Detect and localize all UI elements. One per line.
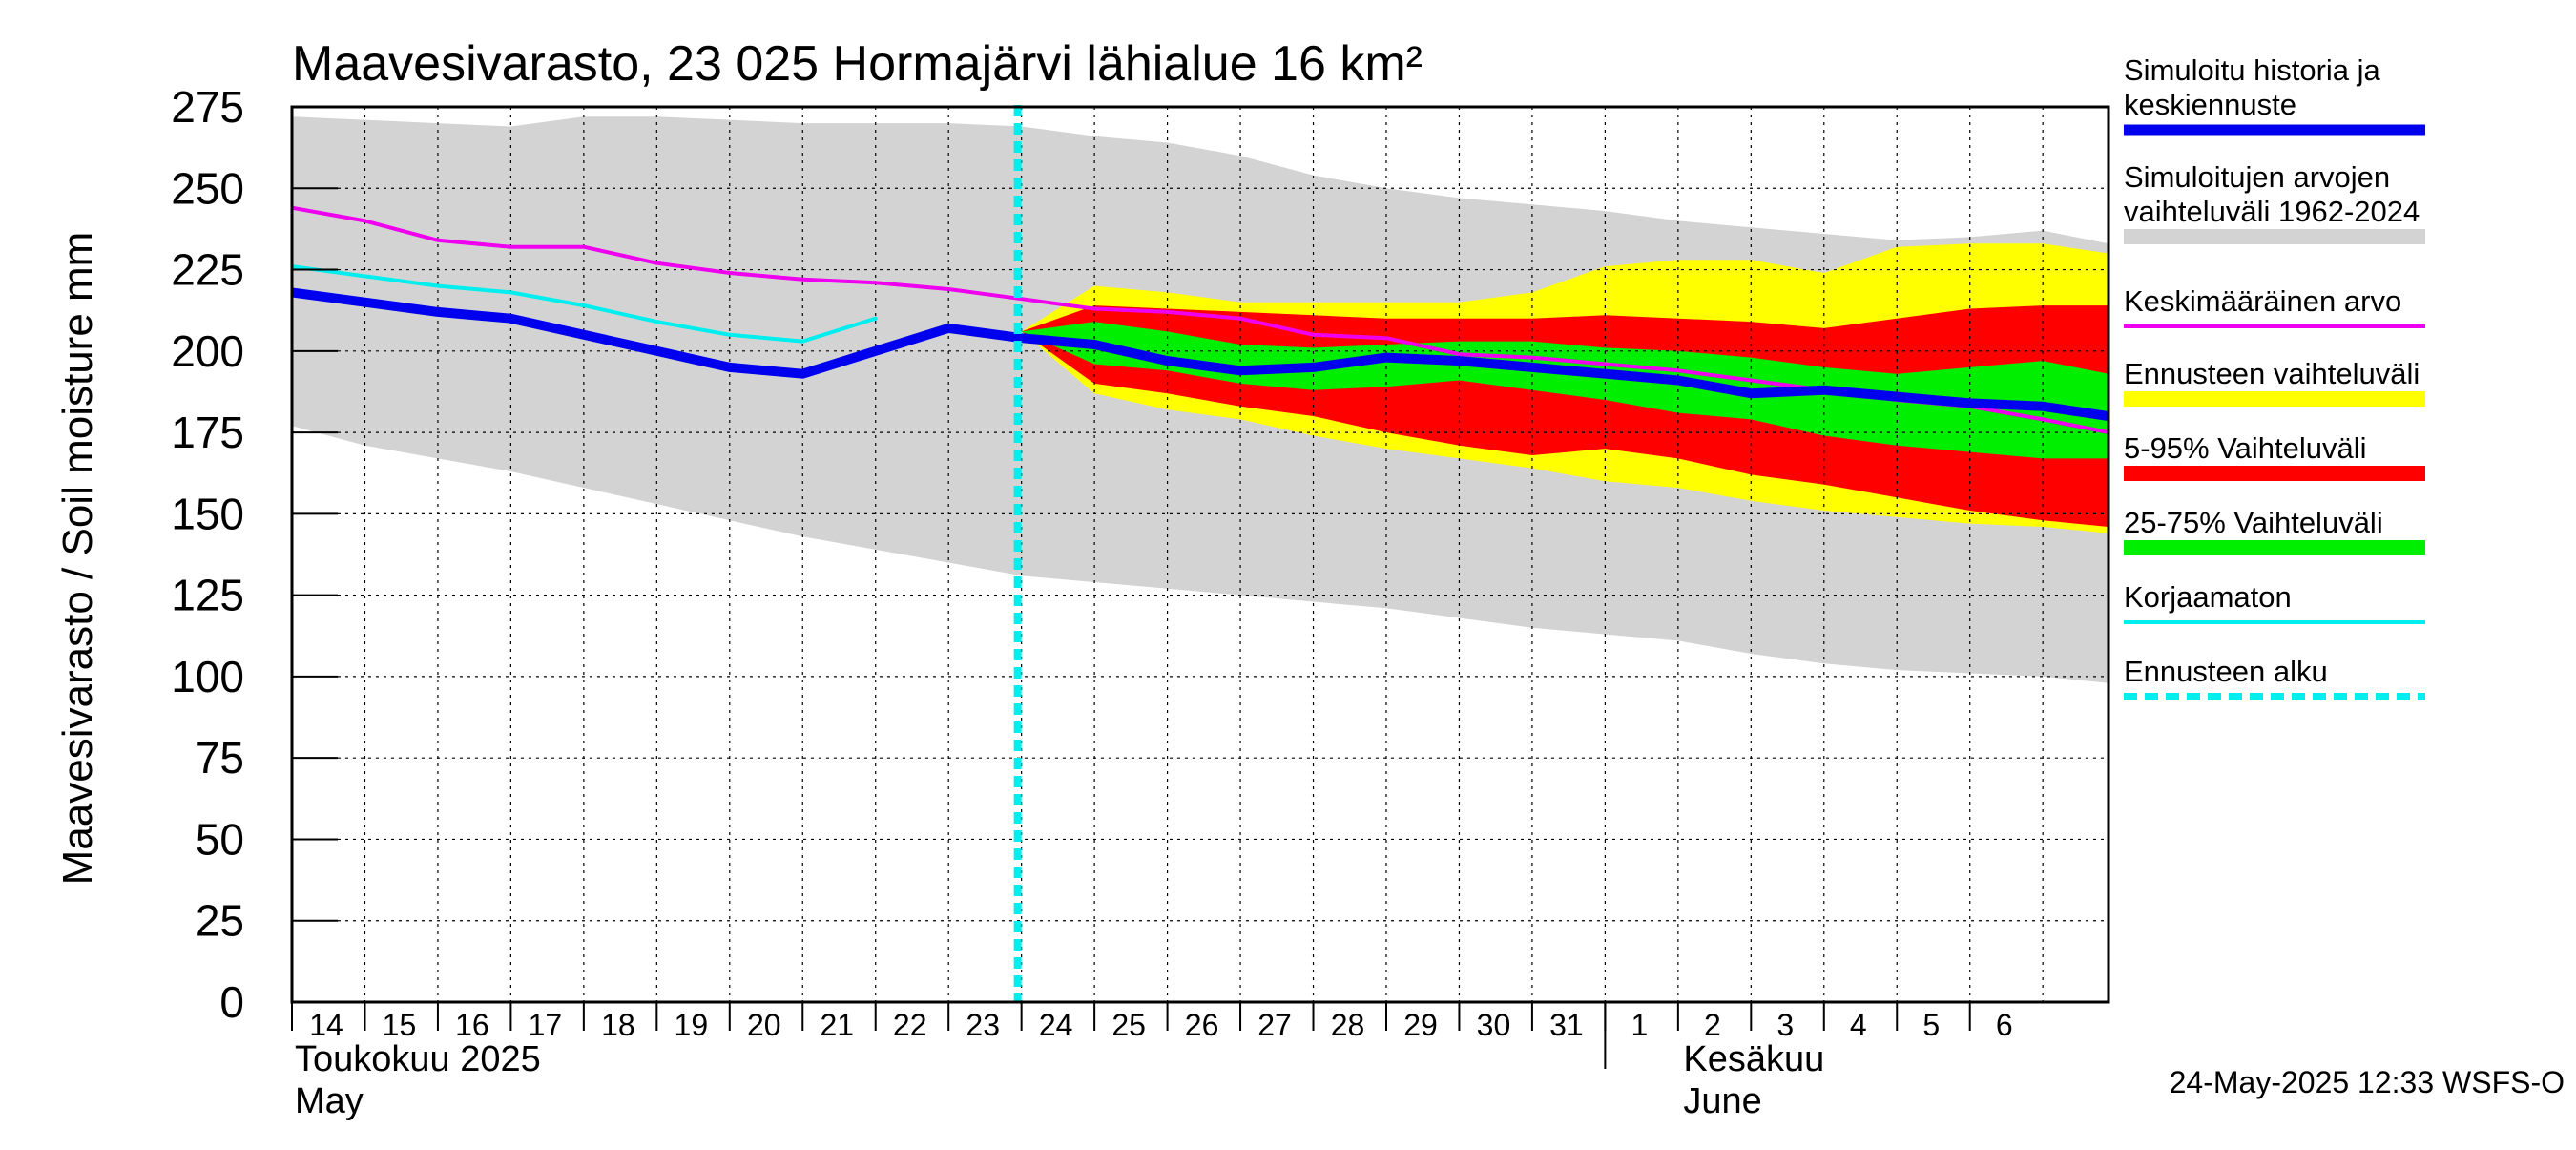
x-tick-label: 19 — [675, 1008, 709, 1042]
month-label-en: June — [1683, 1081, 1761, 1121]
legend-item: Korjaamaton — [2124, 580, 2425, 624]
y-axis-label: Maavesivarasto / Soil moisture mm — [54, 232, 101, 886]
y-tick-label: 50 — [196, 814, 244, 864]
month-label-fi: Toukokuu 2025 — [295, 1039, 541, 1079]
plot-area — [292, 105, 2109, 1002]
legend-label: 25-75% Vaihteluväli — [2124, 506, 2383, 539]
x-tick-label: 17 — [529, 1008, 563, 1042]
y-tick-label: 25 — [196, 896, 244, 946]
x-tick-label: 6 — [1996, 1008, 2013, 1042]
series-line-1 — [292, 264, 878, 344]
legend-label: 5-95% Vaihteluväli — [2124, 431, 2366, 465]
series-line-2 — [292, 287, 2109, 421]
legend-swatch — [2124, 540, 2425, 555]
y-tick-label: 125 — [171, 571, 244, 620]
legend-label: Ennusteen vaihteluväli — [2124, 357, 2420, 390]
x-tick-label: 23 — [966, 1008, 1000, 1042]
legend-label: Simuloitu historia ja — [2124, 53, 2381, 87]
x-tick-label: 21 — [820, 1008, 854, 1042]
legend-item: Keskimääräinen arvo — [2124, 284, 2425, 328]
x-tick-label: 31 — [1549, 1008, 1584, 1042]
legend-swatch — [2124, 391, 2425, 407]
plot-inner — [292, 107, 2109, 1002]
x-tick-label: 3 — [1776, 1008, 1794, 1042]
x-tick-label: 4 — [1850, 1008, 1867, 1042]
chart-title: Maavesivarasto, 23 025 Hormajärvi lähial… — [292, 36, 1423, 92]
y-tick-label: 225 — [171, 245, 244, 295]
x-tick-label: 24 — [1039, 1008, 1073, 1042]
x-tick-label: 26 — [1185, 1008, 1219, 1042]
x-tick-label: 14 — [309, 1008, 343, 1042]
legend-item: 25-75% Vaihteluväli — [2124, 506, 2425, 555]
legend-label: vaihteluväli 1962-2024 — [2124, 195, 2420, 228]
x-tick-label: 5 — [1922, 1008, 1940, 1042]
legend-item: Ennusteen alku — [2124, 655, 2425, 700]
x-tick-label: 22 — [893, 1008, 927, 1042]
x-tick-label: 27 — [1257, 1008, 1292, 1042]
month-label-fi: Kesäkuu — [1683, 1039, 1824, 1079]
y-tick-label: 75 — [196, 733, 244, 783]
legend-swatch — [2124, 466, 2425, 481]
x-tick-label: 20 — [747, 1008, 781, 1042]
legend-swatch — [2124, 229, 2425, 244]
x-tick-label: 28 — [1331, 1008, 1365, 1042]
legend: Simuloitu historia jakeskiennusteSimuloi… — [2124, 53, 2425, 700]
x-tick-label: 30 — [1477, 1008, 1511, 1042]
legend-label: Ennusteen alku — [2124, 655, 2328, 688]
x-tick-label: 18 — [601, 1008, 635, 1042]
timestamp: 24-May-2025 12:33 WSFS-O — [2170, 1065, 2565, 1099]
x-tick-label: 15 — [383, 1008, 417, 1042]
month-label-en: May — [295, 1081, 364, 1121]
y-tick-label: 150 — [171, 489, 244, 538]
y-tick-label: 175 — [171, 408, 244, 457]
x-tick-label: 25 — [1111, 1008, 1146, 1042]
x-tick-label: 1 — [1631, 1008, 1648, 1042]
legend-label: Korjaamaton — [2124, 580, 2292, 614]
legend-item: 5-95% Vaihteluväli — [2124, 431, 2425, 481]
x-tick-label: 16 — [455, 1008, 489, 1042]
legend-item: Ennusteen vaihteluväli — [2124, 357, 2425, 407]
grid — [292, 107, 2109, 1002]
y-tick-label: 200 — [171, 326, 244, 376]
legend-label: Simuloitujen arvojen — [2124, 160, 2390, 194]
y-tick-label: 100 — [171, 652, 244, 701]
plot-frame — [290, 105, 2110, 1004]
band-3 — [1021, 322, 2109, 459]
legend-label: Keskimääräinen arvo — [2124, 284, 2401, 318]
legend-label: keskiennuste — [2124, 88, 2296, 121]
y-tick-label: 250 — [171, 163, 244, 213]
x-tick-label: 2 — [1704, 1008, 1721, 1042]
y-tick-label: 275 — [171, 82, 244, 132]
y-tick-label: 0 — [219, 977, 244, 1027]
x-tick-label: 29 — [1403, 1008, 1438, 1042]
